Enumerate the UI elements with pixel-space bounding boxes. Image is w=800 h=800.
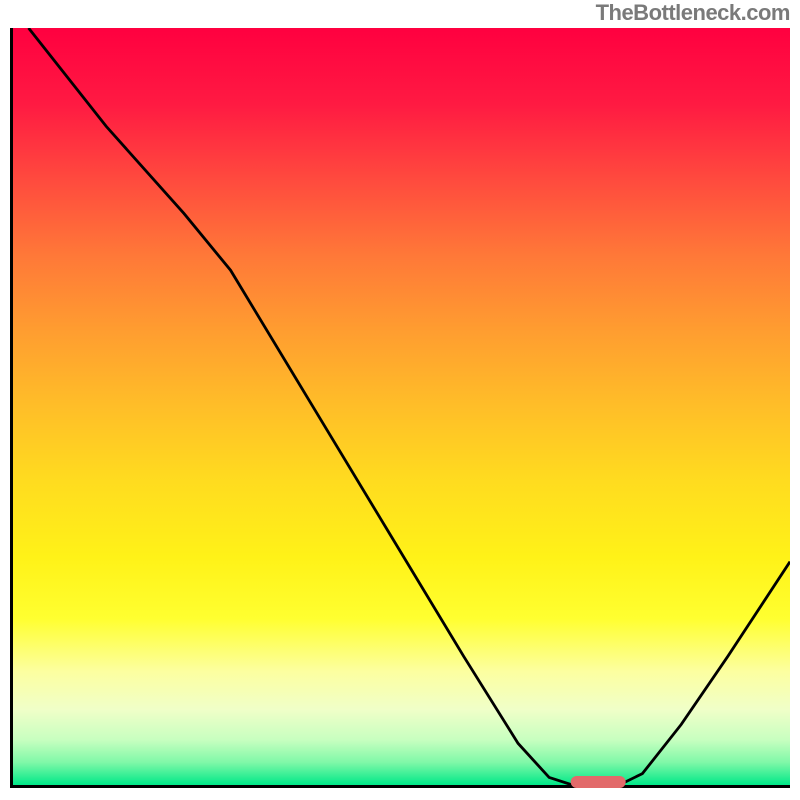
optimal-marker	[571, 776, 626, 788]
chart-area	[10, 28, 790, 788]
watermark-label: TheBottleneck.com	[596, 0, 790, 26]
bottleneck-curve	[13, 28, 790, 785]
curve-path	[29, 28, 790, 785]
